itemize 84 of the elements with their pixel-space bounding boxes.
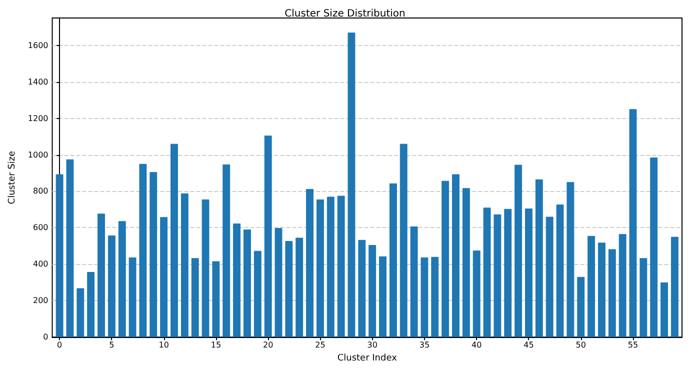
x-tick-label: 35 <box>419 340 430 350</box>
bar <box>160 217 168 338</box>
bar <box>431 256 439 338</box>
bar <box>285 241 293 338</box>
bar <box>191 258 199 338</box>
bar <box>222 164 230 338</box>
bar <box>494 214 502 338</box>
y-tick-label: 0 <box>43 332 48 342</box>
y-tick-label: 1400 <box>28 77 48 86</box>
y-tick-label: 200 <box>32 296 48 306</box>
bar <box>87 272 95 338</box>
bar <box>98 214 105 338</box>
bar <box>660 282 668 338</box>
bar <box>640 258 648 338</box>
bar <box>525 208 532 338</box>
x-tick-label: 40 <box>472 340 482 350</box>
bar <box>118 221 126 338</box>
bar <box>420 257 428 338</box>
bar <box>472 250 480 338</box>
bar <box>244 230 251 338</box>
bar <box>650 157 658 338</box>
y-tick-label: 600 <box>32 223 48 232</box>
x-tick-label: 45 <box>524 340 534 350</box>
bar <box>139 164 147 338</box>
y-tick-label: 1600 <box>28 40 48 50</box>
x-tick-label: 0 <box>57 340 62 350</box>
x-tick-label: 55 <box>628 340 638 350</box>
bar <box>410 226 418 338</box>
bar <box>452 174 460 338</box>
x-tick-label: 5 <box>109 340 114 350</box>
bar <box>316 199 324 338</box>
bar <box>274 228 282 338</box>
bar <box>389 183 397 338</box>
bar <box>442 180 450 338</box>
bar <box>546 216 554 338</box>
bar <box>108 236 116 338</box>
bar <box>348 32 356 338</box>
bar <box>296 238 304 338</box>
bar <box>400 144 408 338</box>
bar <box>202 199 210 338</box>
bar <box>588 236 596 338</box>
y-axis-title: Cluster Size <box>8 150 18 204</box>
bar <box>483 208 491 338</box>
x-tick-label: 10 <box>158 340 169 350</box>
bar <box>379 256 386 338</box>
bar <box>180 193 188 338</box>
x-tick-label: 15 <box>210 340 222 350</box>
bar <box>598 242 606 338</box>
y-tick-label: 400 <box>32 260 48 269</box>
bar <box>128 257 136 338</box>
bar <box>254 250 262 338</box>
x-axis-title: Cluster Index <box>337 354 398 364</box>
x-tick-label: 20 <box>262 340 274 350</box>
bar <box>566 182 574 338</box>
bar <box>264 136 272 338</box>
bar <box>56 174 64 338</box>
bar <box>326 196 334 338</box>
bar <box>66 159 74 338</box>
bar <box>608 249 616 338</box>
bar <box>368 245 376 338</box>
y-tick-label: 1200 <box>28 114 48 123</box>
bar <box>150 172 158 338</box>
bar <box>577 276 585 338</box>
bar <box>535 179 543 338</box>
bar <box>629 109 637 338</box>
bar <box>618 234 626 338</box>
bar <box>170 144 178 338</box>
bar <box>670 236 678 338</box>
y-tick-label: 800 <box>32 186 48 196</box>
y-tick-label: 1000 <box>28 150 48 160</box>
bar <box>504 208 512 338</box>
bar <box>462 188 470 338</box>
x-tick-label: 25 <box>315 340 326 350</box>
bar <box>514 164 522 338</box>
bar <box>337 196 345 338</box>
bar <box>358 240 366 338</box>
chart-title: Cluster Size Distribution <box>284 8 406 20</box>
bar <box>233 224 241 338</box>
bar <box>306 189 314 338</box>
x-tick-label: 50 <box>576 340 586 350</box>
bar <box>76 288 84 338</box>
x-tick-label: 30 <box>367 340 378 350</box>
bar <box>212 261 220 338</box>
bar <box>556 204 564 338</box>
